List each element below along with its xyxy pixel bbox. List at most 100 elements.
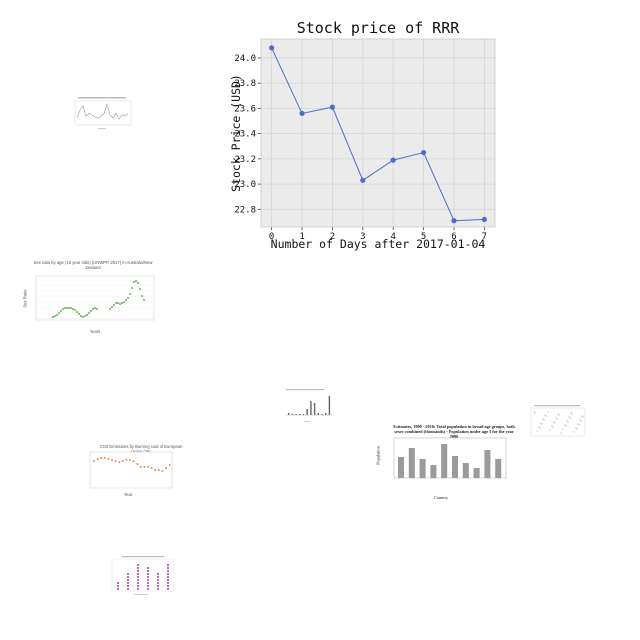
thumb-dot (167, 570, 169, 572)
thumb-bar (288, 413, 290, 415)
thumb-dot (117, 585, 119, 587)
thumb-scatter-point (552, 426, 554, 428)
sexratio-point (82, 316, 84, 318)
co2-point (157, 469, 160, 471)
thumb-scatter-point (539, 427, 541, 429)
thumb-scatter-point (580, 420, 582, 422)
population-bar (462, 463, 469, 478)
data-point (451, 218, 457, 224)
thumb-dot (147, 567, 149, 569)
thumb-scatter-point (581, 415, 583, 417)
thumb-scatter-point (576, 428, 578, 430)
thumb-dot (147, 579, 149, 581)
thumb-scatter-point (541, 423, 543, 425)
data-point (481, 216, 487, 223)
thumb-dot (137, 576, 139, 578)
sexratio-point (96, 308, 98, 310)
thumb-dot (137, 582, 139, 584)
co2-point (136, 463, 139, 465)
y-tick-label: 23.4 (234, 130, 256, 140)
y-tick-label: 22.8 (234, 205, 256, 215)
data-point (299, 110, 305, 117)
sexratio-point (119, 303, 121, 305)
population-bar (398, 457, 404, 478)
population-bar (419, 459, 426, 478)
thumb-dot-chart (111, 556, 175, 595)
thumb-dot (167, 576, 169, 578)
thumb-scatter-point (534, 412, 536, 414)
thumb-dot (127, 582, 129, 584)
y-tick-label: 23.8 (234, 79, 256, 89)
thumb-bar (317, 413, 319, 415)
sexratio-point (125, 299, 127, 301)
co2-point (154, 469, 157, 471)
sexratio-point (70, 307, 72, 309)
x-tick-label: 1 (299, 232, 304, 242)
sexratio-point (66, 307, 68, 309)
sexratio-point (137, 282, 139, 284)
thumb-dot (167, 564, 169, 566)
sexratio-point (78, 313, 80, 315)
co2-point (118, 461, 121, 463)
thumb-line-chart (74, 97, 132, 129)
thumb-dot (167, 588, 169, 590)
thumb-dot (137, 573, 139, 575)
thumb-dot (167, 579, 169, 581)
thumb-dot (157, 585, 159, 587)
thumb-scatter-point (569, 417, 571, 419)
population-bar (441, 444, 448, 478)
thumb-scatter-point (566, 420, 568, 422)
co2-point (100, 457, 103, 459)
sexratio-point (54, 315, 56, 317)
thumb-dot (137, 588, 139, 590)
thumb-bar (302, 414, 305, 415)
thumb-dot (127, 579, 129, 581)
thumb-bar (325, 413, 327, 415)
thumb-dot (167, 585, 169, 587)
thumb-dot (157, 573, 159, 575)
y-tick-label: 24.0 (234, 54, 256, 64)
data-point (329, 104, 336, 110)
sexratio-point (88, 312, 90, 314)
thumb-bar (313, 403, 316, 415)
thumb-dot (137, 579, 139, 581)
sexratio-point (129, 293, 131, 295)
thumb-dot (137, 567, 139, 569)
x-tick-label: 6 (451, 232, 456, 242)
data-point (360, 177, 366, 183)
thumb-scatter-title (534, 405, 580, 407)
data-point (390, 157, 396, 163)
main-plot-area (261, 39, 495, 227)
sexratio-point (72, 308, 74, 310)
x-tick-label: 0 (269, 232, 274, 242)
co2-title: CO2 Emissions by Burning coal of Europea… (99, 444, 183, 455)
co2-x-label: Year (123, 492, 133, 497)
thumb-scatter-point (555, 417, 557, 419)
co2-point (93, 460, 95, 462)
thumb-scatter-point (543, 419, 545, 421)
sexratio-point (143, 299, 145, 301)
thumb-scatter-point (551, 425, 553, 427)
population-x-label: Country (433, 495, 449, 500)
x-tick-label: 7 (482, 232, 487, 242)
x-tick-label: 5 (421, 232, 426, 242)
sexratio-point (58, 312, 60, 314)
co2-point (161, 470, 164, 472)
sexratio-point (60, 310, 62, 312)
thumb-scatter-point (542, 418, 544, 420)
thumb-dot (117, 582, 119, 584)
thumb-dot (167, 573, 169, 575)
thumb-dot (137, 564, 139, 566)
thumb-scatter-point (533, 411, 535, 413)
thumb-scatter-point (571, 413, 573, 415)
co2-point (121, 460, 124, 462)
thumb-bar (310, 401, 312, 415)
thumb-scatter-point (558, 414, 560, 416)
sexratio-point (117, 302, 119, 304)
main-plot-frame (260, 38, 496, 228)
sexratio-y-label: Sex Ratio (22, 289, 28, 308)
y-tick-label: 23.6 (234, 104, 256, 114)
sexratio-title: Sex ratio by age (15 year olds) (UNWPP, … (33, 260, 153, 271)
co2-point (114, 460, 117, 462)
